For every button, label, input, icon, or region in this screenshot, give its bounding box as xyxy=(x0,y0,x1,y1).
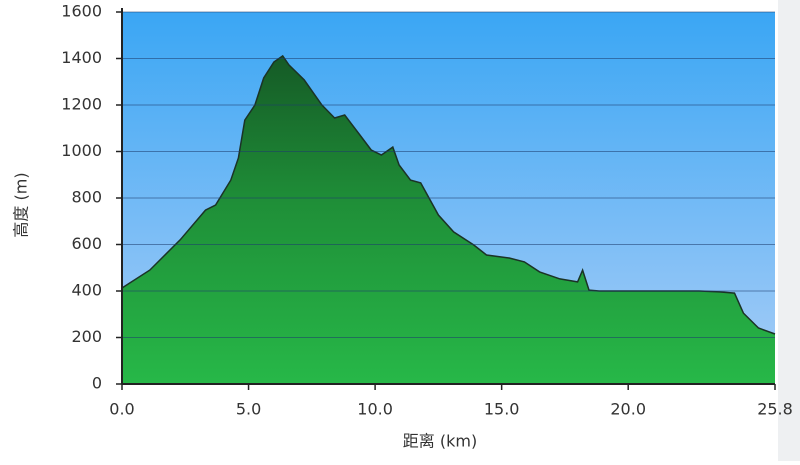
y-tick-label: 1600 xyxy=(61,2,102,21)
x-tick-label: 25.8 xyxy=(757,400,793,419)
y-tick-label: 1200 xyxy=(61,95,102,114)
y-tick-label: 1400 xyxy=(61,48,102,67)
y-tick-label: 600 xyxy=(71,234,102,253)
y-tick-label: 1000 xyxy=(61,141,102,160)
area-fill xyxy=(122,55,775,385)
x-tick-label: 0.0 xyxy=(109,400,134,419)
area-outline xyxy=(121,54,776,335)
y-tick-label: 0 xyxy=(92,374,102,393)
y-tick-label: 800 xyxy=(71,188,102,207)
x-tick-label: 15.0 xyxy=(484,400,520,419)
y-axis-label: 高度 (m) xyxy=(12,172,31,237)
x-tick-label: 10.0 xyxy=(357,400,393,419)
x-tick-label: 20.0 xyxy=(610,400,646,419)
y-tick-label: 400 xyxy=(71,281,102,300)
y-tick-label: 200 xyxy=(71,327,102,346)
side-margin xyxy=(778,0,800,461)
x-axis-label: 距离 (km) xyxy=(403,432,477,451)
x-tick-label: 5.0 xyxy=(236,400,261,419)
